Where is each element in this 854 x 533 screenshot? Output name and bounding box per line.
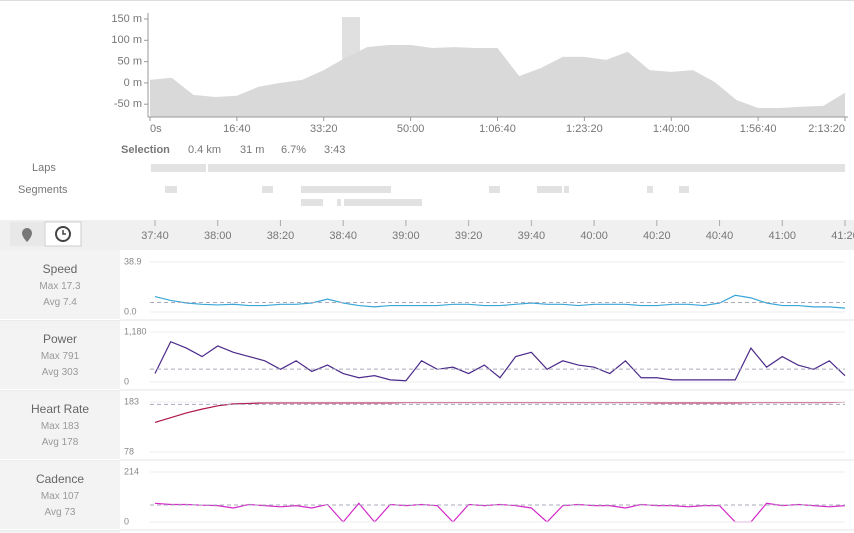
panel-name: Speed [43,262,78,276]
time-tick-label: 37:40 [141,230,169,242]
segment[interactable] [262,186,273,193]
x-tick-label: 33:20 [310,123,338,135]
max-value: 183 [63,421,80,432]
time-tick-label: 40:00 [580,230,608,242]
max-label: Max [41,351,60,362]
x-tick-label: 16:40 [223,123,251,135]
y-tick-label: 214 [124,466,139,476]
panel-avg: Avg 7.4 [43,297,77,308]
y-tick-label: 0.0 [124,306,137,316]
label-divider [0,389,120,390]
avg-label: Avg [42,367,59,378]
series-line [154,340,846,382]
avg-value: 178 [62,437,79,448]
panel-avg: Avg 178 [42,437,79,448]
laps-label: Laps [32,162,56,174]
label-column [0,250,120,533]
avg-value: 303 [62,367,79,378]
segment[interactable] [337,199,341,206]
label-divider [0,529,120,530]
y-tick-label: 100 m [111,34,142,46]
max-value: 17.3 [61,281,81,292]
segment[interactable] [165,186,177,193]
map-pin-icon [22,228,32,242]
clock-icon [55,226,71,242]
elevation-area [150,44,845,117]
time-tick-label: 40:40 [706,230,734,242]
clock-hands [62,230,66,235]
segments-label: Segments [18,184,68,196]
segment-bars [165,186,689,206]
selection-grade: 6.7% [281,144,306,156]
time-tick-label: 41:20 [831,230,854,242]
y-tick-label: 0 [124,516,129,526]
x-tick-label: 1:56:40 [740,123,777,135]
avg-label: Avg [43,297,60,308]
time-tick-label: 38:40 [329,230,357,242]
x-tick-label: 0s [150,123,162,135]
time-axis-row [0,220,854,250]
time-tick-label: 39:00 [392,230,420,242]
segment[interactable] [489,186,500,193]
y-tick-label: 183 [124,396,139,406]
panel-name: Cadence [36,472,84,486]
x-tick-label: 1:23:20 [566,123,603,135]
label-divider [0,459,120,460]
selection-elevation: 31 m [240,144,264,156]
selection-time: 3:43 [324,144,345,156]
time-tick-label: 39:40 [518,230,546,242]
segment[interactable] [647,186,653,193]
avg-label: Avg [45,507,62,518]
segment[interactable] [564,186,569,193]
time-tick-label: 41:00 [769,230,797,242]
max-label: Max [41,491,60,502]
panel-avg: Avg 73 [45,507,76,518]
panel-name: Heart Rate [31,402,89,416]
y-tick-label: -50 m [114,98,142,110]
x-tick-label: 1:06:40 [479,123,516,135]
segment[interactable] [537,186,562,193]
x-tick-label: 50:00 [397,123,425,135]
y-tick-label: 0 m [124,77,142,89]
y-tick-label: 150 m [111,13,142,25]
segment[interactable] [301,199,323,206]
y-tick-label: 0 [124,376,129,386]
y-tick-label: 1,180 [124,326,147,336]
avg-value: 7.4 [63,297,77,308]
selection-distance: 0.4 km [188,144,221,156]
panel-max: Max 183 [41,421,80,432]
lap-bar[interactable] [151,164,845,172]
segment[interactable] [301,186,391,193]
y-tick-label: 38.9 [124,256,142,266]
x-tick-label: 2:13:20 [808,123,845,135]
segment[interactable] [679,186,689,193]
time-tick-label: 39:20 [455,230,483,242]
panel-max: Max 17.3 [39,281,81,292]
label-divider [0,319,120,320]
panel-name: Power [43,332,77,346]
panel-avg: Avg 303 [42,367,79,378]
max-value: 791 [63,351,80,362]
max-label: Max [39,281,58,292]
x-tick-label: 1:40:00 [653,123,690,135]
panel-max: Max 107 [41,491,80,502]
avg-value: 73 [64,507,76,518]
y-tick-label: 78 [124,446,134,456]
panel-max: Max 791 [41,351,80,362]
time-tick-label: 38:00 [204,230,232,242]
series-line [154,294,846,309]
y-tick-label: 50 m [118,56,142,68]
time-tick-label: 38:20 [267,230,295,242]
time-tick-label: 40:20 [643,230,671,242]
avg-label: Avg [42,437,59,448]
max-label: Max [41,421,60,432]
max-value: 107 [63,491,80,502]
charts: 150 m 100 m 50 m 0 m -50 m 0s 16:40 33:20 50:00 1… [0,13,854,531]
selection-label: Selection [121,144,170,156]
segment[interactable] [344,199,422,206]
